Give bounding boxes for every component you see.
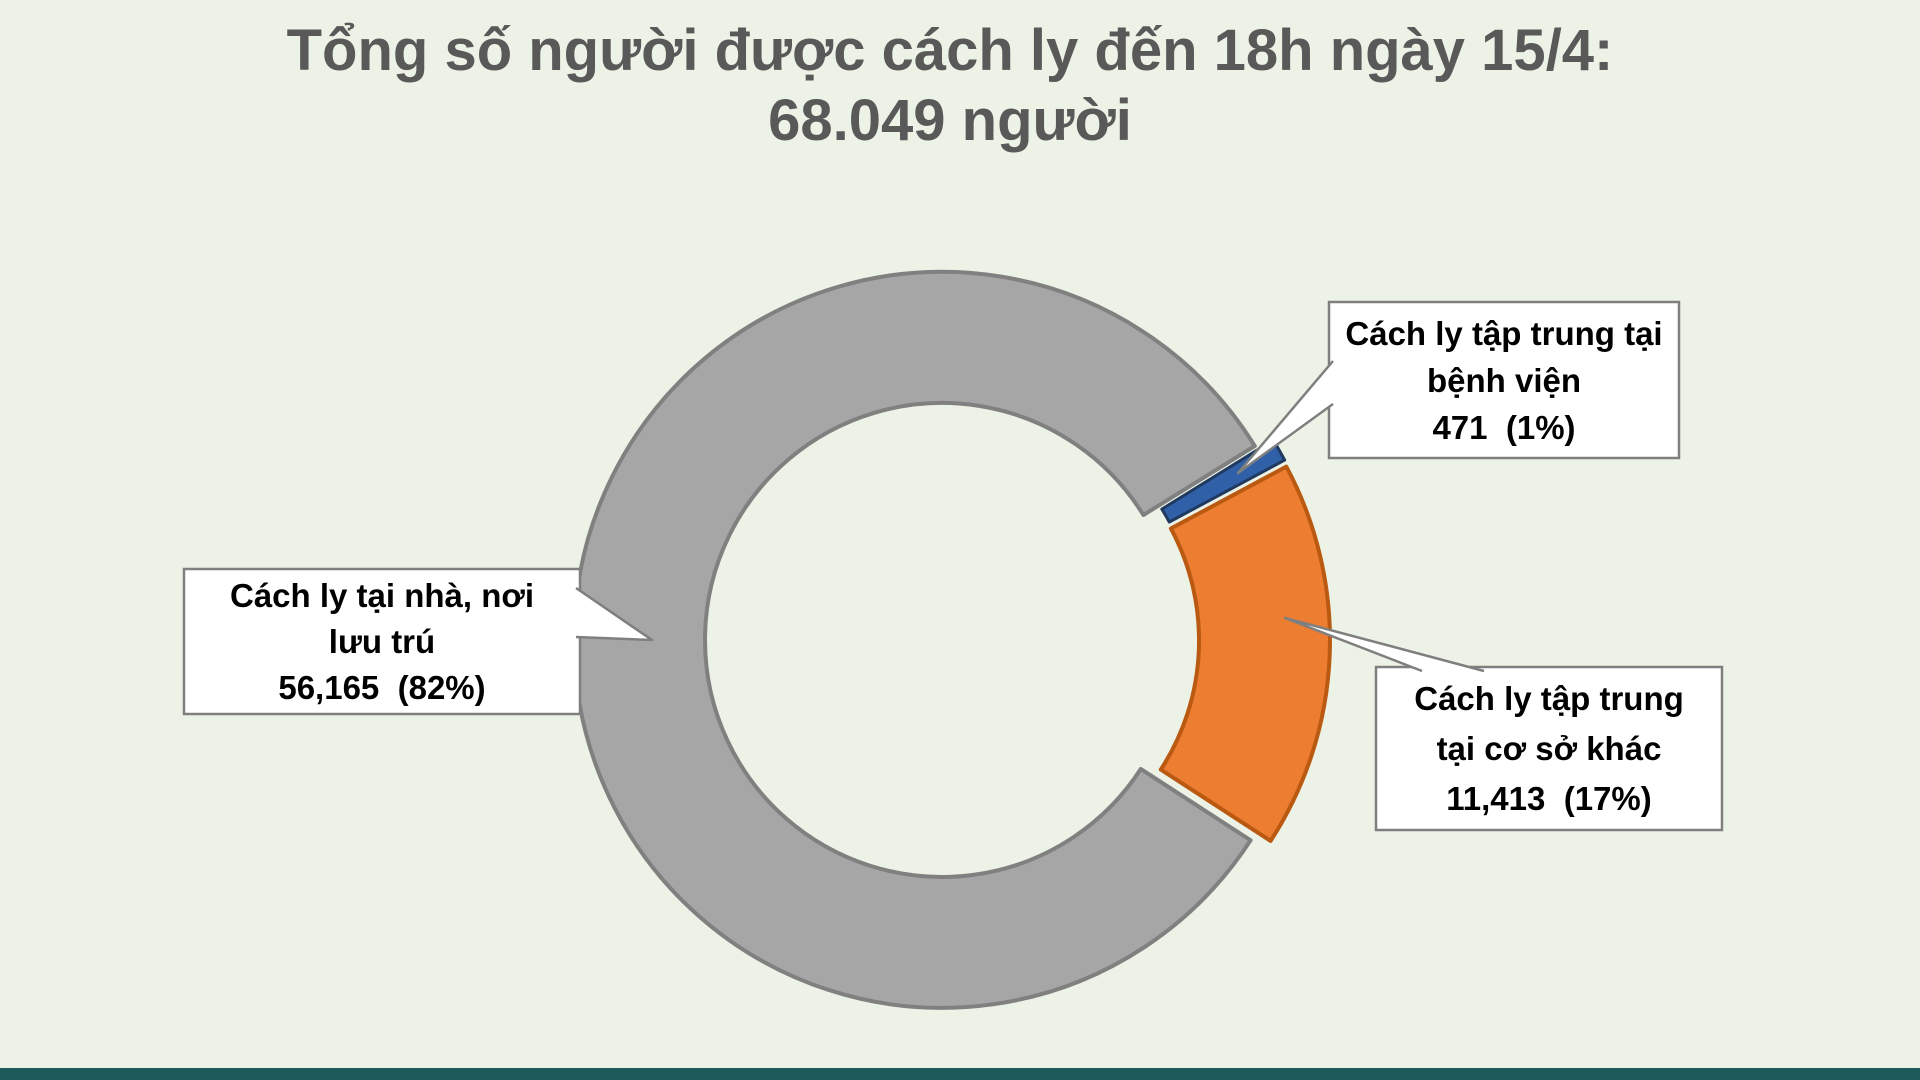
- callout-other-facility-quarantine: Cách ly tập trung tại cơ sở khác 11,413 …: [1376, 667, 1722, 830]
- callout-pointer-edge-other: [1283, 616, 1485, 673]
- callout-home-line1: Cách ly tại nhà, nơi: [229, 576, 535, 614]
- callout-box-other: [1374, 665, 1724, 832]
- chart-title: Tổng số người được cách ly đến 18h ngày …: [0, 16, 1900, 156]
- chart-title-line2: 68.049 người: [768, 88, 1132, 153]
- callout-pointer-edge-home: [575, 586, 654, 642]
- callout-hospital-value: 471 (1%): [1432, 408, 1576, 446]
- callout-box-home: [182, 567, 582, 716]
- callout-box-hospital: [1327, 300, 1681, 460]
- callout-pointer-edge-hospital: [1236, 360, 1334, 475]
- callout-hospital-line2: bệnh viện: [1426, 361, 1582, 399]
- callout-other-line2: tại cơ sở khác: [1436, 729, 1662, 767]
- slice-other: [1158, 464, 1332, 843]
- callout-home-value: 56,165 (82%): [278, 668, 486, 706]
- slice-home: [572, 269, 1257, 1010]
- callout-home-line2: lưu trú: [328, 622, 436, 660]
- callout-other-line1: Cách ly tập trung: [1414, 679, 1684, 717]
- chart-title-line1: Tổng số người được cách ly đến 18h ngày …: [286, 18, 1614, 83]
- callout-hospital-quarantine: Cách ly tập trung tại bệnh viện 471 (1%): [1329, 302, 1679, 458]
- footer-accent-bar: [0, 1068, 1920, 1080]
- callout-other-value: 11,413 (17%): [1446, 779, 1652, 817]
- callout-hospital-line1: Cách ly tập trung tại: [1345, 314, 1663, 352]
- callout-home-quarantine: Cách ly tại nhà, nơi lưu trú 56,165 (82%…: [184, 569, 580, 714]
